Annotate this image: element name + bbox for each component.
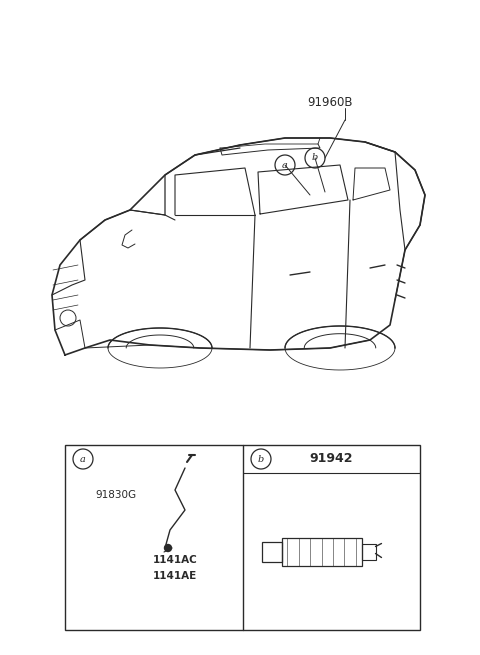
- Circle shape: [165, 544, 171, 552]
- Text: 91960B: 91960B: [307, 96, 353, 109]
- Bar: [65, 445, 420, 630]
- Text: a: a: [80, 455, 86, 464]
- Text: a: a: [282, 160, 288, 170]
- Bar: [262, 542, 281, 561]
- Bar: [281, 538, 361, 565]
- Bar: [361, 544, 375, 559]
- Text: 1141AE: 1141AE: [153, 571, 197, 581]
- Text: b: b: [258, 455, 264, 464]
- Text: b: b: [312, 153, 318, 162]
- Text: 91830G: 91830G: [95, 490, 136, 500]
- Text: 1141AC: 1141AC: [153, 555, 197, 565]
- Text: 91942: 91942: [310, 453, 353, 466]
